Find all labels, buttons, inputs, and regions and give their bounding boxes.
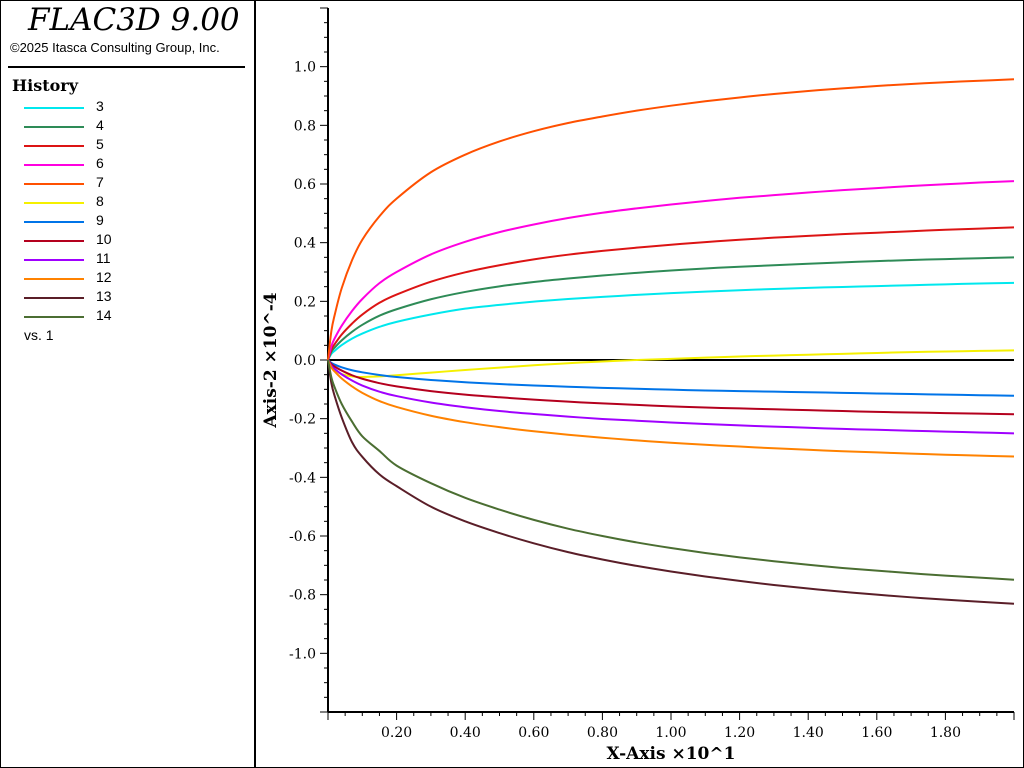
series-line-11 [327,359,1015,435]
x-tick-label: 1.40 [793,725,824,741]
legend-item-5: 5 [24,136,224,155]
legend-item-10: 10 [24,231,224,250]
y-tick-label: 0.2 [294,294,316,310]
series-line-4 [327,256,1015,361]
legend-label: 14 [96,307,112,323]
series-line-6 [327,180,1015,361]
copyright-text: ©2025 Itasca Consulting Group, Inc. [10,40,220,55]
x-tick-label: 1.60 [861,725,892,741]
legend-label: 12 [96,269,112,285]
legend-swatch [24,202,84,204]
y-tick-label: -1.0 [289,646,316,662]
legend-swatch [24,316,84,318]
legend-swatch [24,145,84,147]
legend-swatch [24,259,84,261]
legend-label: 5 [96,136,104,152]
series-line-3 [327,281,1015,361]
legend-swatch [24,278,84,280]
legend-item-6: 6 [24,155,224,174]
legend-label: 8 [96,193,104,209]
y-tick-label: -0.2 [289,412,316,428]
y-tick-label: 1.0 [294,60,316,76]
plot-series [327,78,1015,605]
legend-item-12: 12 [24,269,224,288]
legend-swatch [24,240,84,242]
legend-label: 3 [96,98,104,114]
series-line-7 [327,78,1015,361]
x-tick-label: 0.80 [587,725,618,741]
legend-label: 13 [96,288,112,304]
x-tick-label: 0.20 [381,725,412,741]
x-tick-label: 1.80 [930,725,961,741]
title-divider [8,66,245,68]
legend-label: 9 [96,212,104,228]
y-axis-title: Axis-2 ×10^-4 [261,292,281,428]
legend-vs-label: vs. 1 [24,327,54,343]
legend-swatch [24,126,84,128]
series-line-10 [327,359,1015,416]
legend-label: 10 [96,231,112,247]
y-tick-label: 0.6 [294,177,316,193]
series-line-9 [327,359,1015,397]
y-tick-label: 0.8 [294,118,316,134]
y-tick-label: -0.4 [289,470,316,486]
x-tick-label: 0.40 [450,725,481,741]
legend-title: History [12,76,78,95]
x-axis-title: X-Axis ×10^1 [607,744,736,764]
legend-label: 7 [96,174,104,190]
legend-item-4: 4 [24,117,224,136]
legend-item-13: 13 [24,288,224,307]
legend-label: 11 [96,250,111,266]
plot-axes [320,7,1015,720]
y-tick-label: -0.8 [289,588,316,604]
x-tick-label: 1.00 [655,725,686,741]
series-line-13 [327,359,1015,605]
legend-item-3: 3 [24,98,224,117]
y-tick-label: 0.4 [294,236,316,252]
legend-swatch [24,297,84,299]
legend-item-7: 7 [24,174,224,193]
legend-panel: FLAC3D 9.00 ©2025 Itasca Consulting Grou… [0,0,256,768]
legend-swatch [24,221,84,223]
legend-list: 3 4 5 6 7 8 9 10 11 12 13 14 [24,98,224,326]
series-line-8 [327,349,1015,379]
legend-item-8: 8 [24,193,224,212]
legend-swatch [24,183,84,185]
series-line-12 [327,359,1015,458]
legend-label: 6 [96,155,104,171]
x-tick-label: 1.20 [724,725,755,741]
legend-item-9: 9 [24,212,224,231]
legend-label: 4 [96,117,104,133]
plot-labels: 1.0 0.8 0.6 0.4 0.2 0.0 -0.2 -0.4 -0.6 -0.8 -1.0 0.… [261,60,961,764]
x-tick-label: 0.60 [518,725,549,741]
legend-swatch [24,107,84,109]
app-title: FLAC3D 9.00 [28,2,240,38]
series-line-14 [327,359,1015,581]
series-line-5 [327,226,1015,361]
y-tick-label: 0.0 [294,353,316,369]
legend-item-11: 11 [24,250,224,269]
legend-item-14: 14 [24,307,224,326]
legend-swatch [24,164,84,166]
history-plot: 1.0 0.8 0.6 0.4 0.2 0.0 -0.2 -0.4 -0.6 -0.8 -1.0 0.… [261,7,1015,764]
y-tick-label: -0.6 [289,529,316,545]
